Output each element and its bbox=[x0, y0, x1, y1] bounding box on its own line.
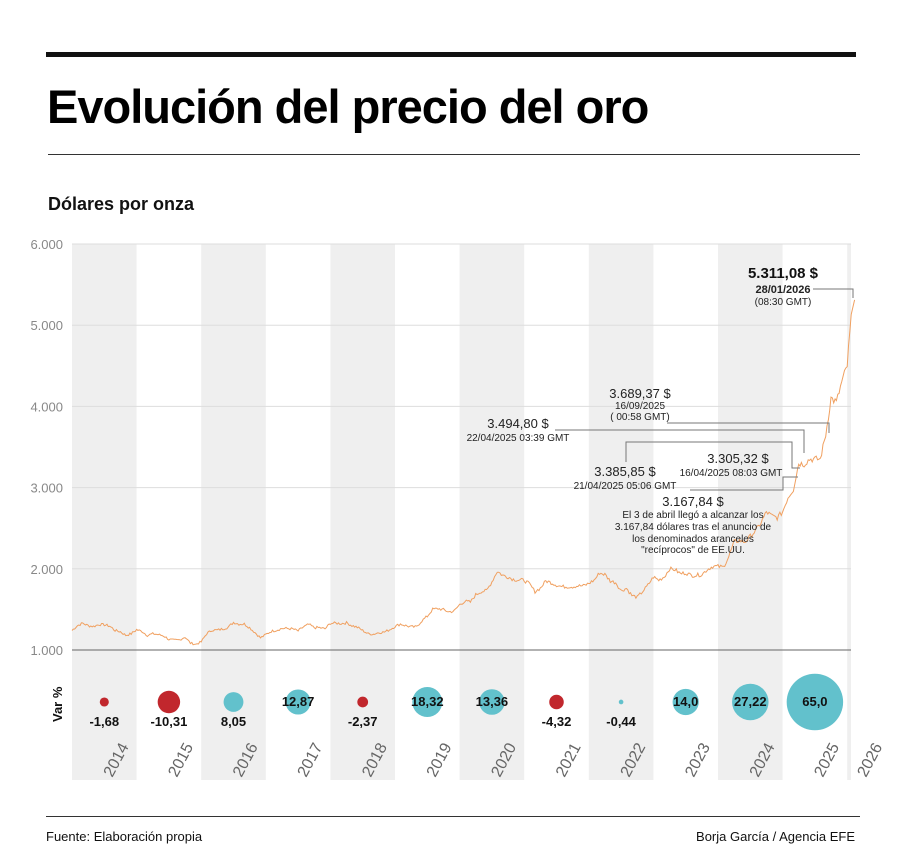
y-tick-label: 6.000 bbox=[30, 237, 63, 252]
annotation-date: 21/04/2025 05:06 GMT bbox=[574, 481, 677, 492]
variation-label: 8,05 bbox=[221, 714, 246, 729]
annotation-note: "recíprocos" de EE.UU. bbox=[641, 545, 745, 556]
variation-label: -10,31 bbox=[150, 714, 187, 729]
variation-bubble bbox=[357, 696, 369, 708]
annotation-date: 16/09/2025 bbox=[615, 401, 665, 412]
title-rule bbox=[48, 154, 860, 155]
annotation-note: 3.167,84 dólares tras el anuncio de bbox=[615, 522, 772, 533]
top-rule bbox=[46, 52, 856, 57]
year-label: 2026 bbox=[855, 740, 887, 779]
variation-bubble bbox=[223, 692, 244, 712]
annotation-note: El 3 de abril llegó a alcanzar los bbox=[622, 510, 763, 521]
year-bands bbox=[72, 244, 851, 780]
year-band bbox=[330, 244, 395, 780]
annotation-date: 16/04/2025 08:03 GMT bbox=[680, 468, 783, 479]
year-label: 2019 bbox=[424, 740, 456, 779]
y-tick-label: 4.000 bbox=[30, 399, 63, 414]
variation-bubble bbox=[157, 690, 181, 714]
year-label: 2017 bbox=[295, 740, 327, 779]
variation-label: 14,0 bbox=[673, 694, 698, 709]
variation-label: 12,87 bbox=[282, 694, 315, 709]
year-band bbox=[588, 244, 654, 780]
y-tick-label: 1.000 bbox=[30, 643, 63, 658]
annotation-value: 3.305,32 $ bbox=[707, 451, 769, 466]
variation-bubble bbox=[285, 689, 311, 715]
annotation-max-date: 28/01/2026 bbox=[755, 284, 810, 296]
annotation-time: ( 00:58 GMT) bbox=[610, 412, 669, 423]
variation-label: -1,68 bbox=[89, 714, 119, 729]
y-tick-label: 5.000 bbox=[30, 318, 63, 333]
annotation-value: 3.167,84 $ bbox=[662, 494, 724, 509]
variation-label: 13,36 bbox=[476, 694, 509, 709]
year-label: 2023 bbox=[682, 740, 714, 779]
annotation-note: los denominados aranceles bbox=[632, 534, 754, 545]
variation-label: 18,32 bbox=[411, 694, 444, 709]
variation-bubble bbox=[786, 673, 844, 731]
variation-bubble bbox=[479, 689, 505, 715]
source-text: Fuente: Elaboración propia bbox=[46, 829, 203, 844]
variation-label: 27,22 bbox=[734, 694, 767, 709]
year-label: 2015 bbox=[165, 740, 197, 779]
variation-bubble bbox=[549, 694, 564, 710]
year-band bbox=[72, 244, 137, 780]
footer-rule bbox=[46, 816, 860, 817]
variation-bubble bbox=[672, 688, 699, 716]
annotation-date: 22/04/2025 03:39 GMT bbox=[467, 433, 570, 444]
y-axis: 1.000 2.000 3.000 4.000 5.000 6.000 bbox=[30, 237, 63, 658]
variation-bubbles: -1,68 -10,31 8,05 12,87 -2,37 18,32 13,36 -4,32… bbox=[89, 673, 844, 731]
year-band bbox=[201, 244, 266, 780]
variation-bubble bbox=[732, 683, 769, 721]
var-label: Var % bbox=[50, 686, 65, 722]
variation-bubble bbox=[99, 697, 109, 707]
annotation-value: 3.689,37 $ bbox=[609, 386, 671, 401]
annotation-value: 3.494,80 $ bbox=[487, 416, 549, 431]
variation-bubble bbox=[618, 699, 624, 705]
annotation-max-time: (08:30 GMT) bbox=[755, 297, 812, 308]
credit-text: Borja García / Agencia EFE bbox=[696, 829, 855, 844]
variation-bubble bbox=[412, 687, 443, 717]
price-line bbox=[71, 299, 856, 646]
annotation-leaders bbox=[555, 288, 854, 491]
annotations: 5.311,08 $ 28/01/2026 (08:30 GMT) 3.689,… bbox=[467, 265, 819, 556]
annotation-value: 3.385,85 $ bbox=[594, 464, 656, 479]
variation-label: -2,37 bbox=[348, 714, 378, 729]
y-tick-label: 2.000 bbox=[30, 562, 63, 577]
year-band bbox=[847, 244, 851, 780]
gridlines bbox=[72, 243, 851, 651]
year-label: 2021 bbox=[553, 740, 585, 779]
variation-label: -4,32 bbox=[542, 714, 572, 729]
annotation-max-value: 5.311,08 $ bbox=[748, 265, 819, 282]
y-tick-label: 3.000 bbox=[30, 481, 63, 496]
variation-label: 65,0 bbox=[802, 694, 827, 709]
year-label: 2025 bbox=[811, 740, 843, 779]
variation-label: -0,44 bbox=[606, 714, 636, 729]
page-title: Evolución del precio del oro bbox=[47, 80, 648, 133]
chart-subtitle: Dólares por onza bbox=[48, 194, 195, 214]
